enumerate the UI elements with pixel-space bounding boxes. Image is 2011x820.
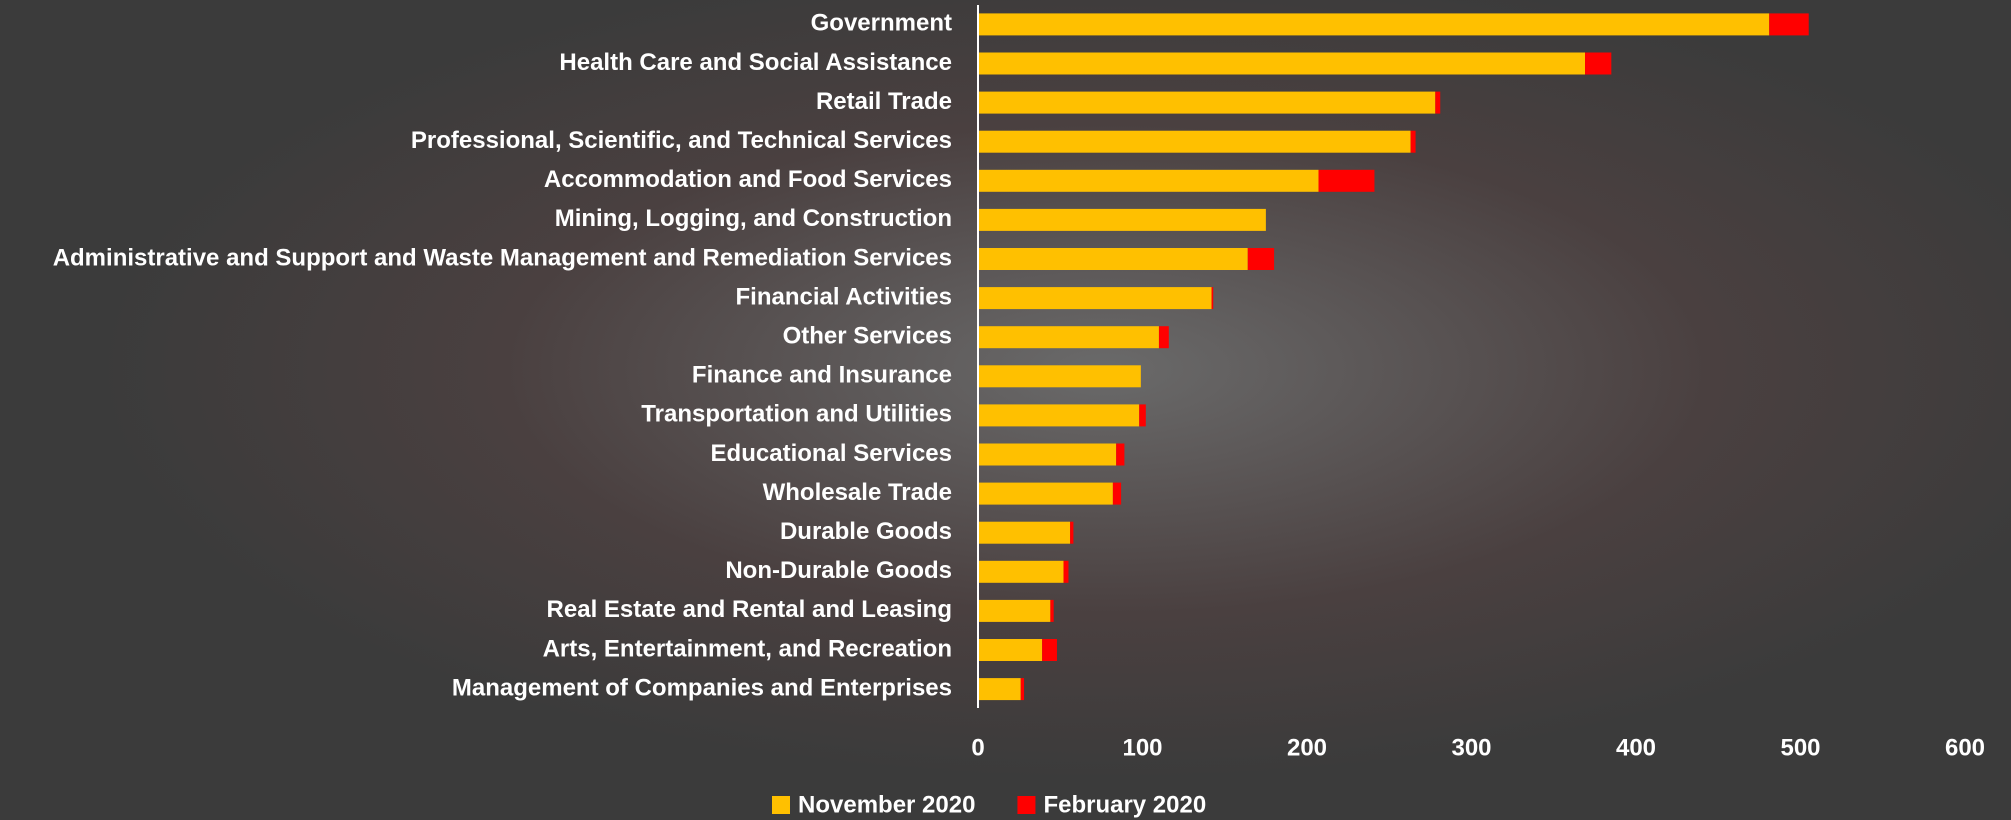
y-tick-label: Transportation and Utilities: [641, 401, 952, 428]
bar-segment: [978, 639, 1043, 661]
y-tick-label: Health Care and Social Assistance: [559, 49, 952, 76]
bar-segment: [978, 678, 1021, 701]
bar-segment: [978, 404, 1140, 427]
bar-segment: [1158, 326, 1169, 349]
y-tick-label: Non-Durable Goods: [725, 557, 952, 584]
y-tick-label: Finance and Insurance: [692, 362, 952, 389]
bar-segment: [1042, 639, 1057, 661]
y-tick-label: Mining, Logging, and Construction: [555, 205, 952, 232]
x-tick-label: 200: [1287, 734, 1327, 761]
x-tick-label: 400: [1616, 734, 1656, 761]
y-tick-label: Management of Companies and Enterprises: [452, 674, 952, 701]
x-tick-label: 0: [971, 734, 984, 761]
x-tick-label: 500: [1780, 734, 1820, 761]
bar-segment: [1410, 130, 1416, 153]
bar-segment: [1070, 521, 1074, 544]
bar-segment: [978, 443, 1117, 466]
y-tick-label: Administrative and Support and Waste Man…: [53, 244, 952, 271]
bar-segment: [1116, 443, 1125, 466]
legend-swatch: [1017, 796, 1036, 814]
bar-segment: [1063, 560, 1069, 583]
bar-segment: [978, 560, 1064, 583]
bar-segment: [1139, 404, 1146, 427]
y-tick-label: Durable Goods: [780, 518, 952, 545]
y-tick-label: Government: [811, 10, 952, 37]
y-tick-label: Wholesale Trade: [763, 479, 952, 506]
x-tick-label: 300: [1451, 734, 1491, 761]
bar-segment: [978, 91, 1436, 114]
bar-segment: [978, 365, 1141, 388]
bar-segment: [1050, 599, 1054, 622]
y-tick-label: Professional, Scientific, and Technical …: [411, 127, 952, 154]
bar-segment: [1318, 169, 1375, 192]
bar-segment: [1435, 91, 1441, 114]
y-tick-label: Financial Activities: [735, 283, 952, 310]
bar-segment: [1211, 287, 1214, 310]
bar-segment: [978, 326, 1159, 349]
legend-label: November 2020: [798, 791, 975, 818]
x-tick-label: 600: [1945, 734, 1985, 761]
x-tick-label: 100: [1122, 734, 1162, 761]
bar-segment: [1585, 52, 1612, 75]
bar-segment: [978, 208, 1266, 231]
bar-segment: [1112, 482, 1122, 505]
bar-segment: [1020, 678, 1025, 701]
bar-segment: [1247, 248, 1275, 270]
y-tick-label: Educational Services: [711, 440, 952, 467]
bar-segment: [978, 287, 1212, 310]
y-tick-label: Other Services: [783, 323, 952, 350]
bar-segment: [978, 482, 1113, 505]
y-tick-label: Arts, Entertainment, and Recreation: [543, 635, 952, 662]
bar-segment: [978, 52, 1586, 75]
bar-segment: [978, 13, 1770, 36]
bar-segment: [978, 130, 1411, 153]
bar-segment: [978, 599, 1051, 622]
y-tick-label: Accommodation and Food Services: [544, 166, 952, 193]
y-tick-label: Retail Trade: [816, 88, 952, 115]
bar-segment: [978, 169, 1319, 192]
y-tick-label: Real Estate and Rental and Leasing: [547, 596, 952, 623]
legend-label: February 2020: [1043, 791, 1206, 818]
legend-swatch: [772, 796, 790, 814]
bar-segment: [978, 521, 1071, 544]
bar-segment: [978, 248, 1248, 270]
bar-segment: [1769, 13, 1809, 36]
